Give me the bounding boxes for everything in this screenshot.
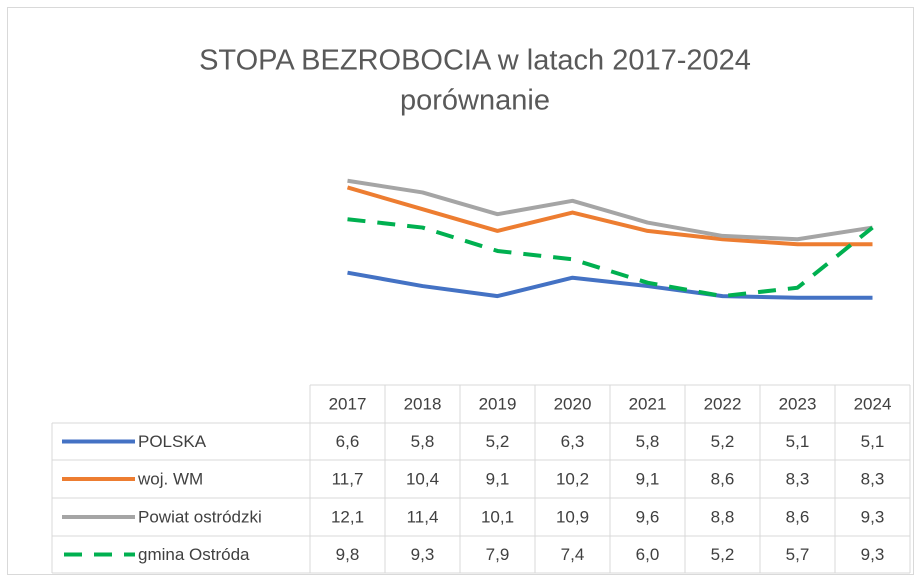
table-cell: 5,8 [411, 432, 435, 451]
table-cell: 8,8 [711, 507, 735, 526]
chart-title: STOPA BEZROBOCIA w latach 2017-2024 [199, 45, 751, 77]
series-line [346, 185, 873, 247]
table-cell: 5,8 [636, 432, 660, 451]
table-cell: 8,3 [786, 469, 810, 488]
table-cell: 11,7 [332, 469, 364, 488]
x-tick-label: 2021 [629, 394, 667, 413]
table-cell: 9,3 [861, 507, 885, 526]
table-cell: 7,4 [561, 545, 585, 564]
table-cell: 12,1 [331, 507, 364, 526]
x-tick-label: 2019 [479, 394, 517, 413]
table-cell: 5,2 [711, 545, 735, 564]
table-cell: 9,1 [486, 469, 510, 488]
table-cell: 6,0 [636, 545, 660, 564]
legend-label: gmina Ostróda [138, 545, 250, 564]
legend-label: POLSKA [138, 432, 207, 451]
series-line [347, 270, 873, 300]
x-tick-label: 2024 [854, 394, 892, 413]
table-cell: 8,6 [711, 469, 735, 488]
series-line [347, 178, 873, 242]
table-cell: 5,2 [486, 432, 510, 451]
table-cell: 5,1 [786, 432, 810, 451]
table-cell: 8,6 [786, 507, 810, 526]
x-tick-label: 2023 [779, 394, 817, 413]
table-cell: 6,3 [561, 432, 585, 451]
legend-label: Powiat ostródzki [138, 507, 262, 526]
table-cell: 6,6 [336, 432, 360, 451]
table-cell: 5,7 [786, 545, 810, 564]
table-cell: 10,1 [481, 507, 514, 526]
table-cell: 5,2 [711, 432, 735, 451]
table-cell: 10,9 [556, 507, 589, 526]
x-tick-label: 2020 [554, 394, 592, 413]
legend-label: woj. WM [137, 469, 203, 488]
chart-subtitle: porównanie [400, 85, 550, 117]
table-cell: 9,3 [411, 545, 435, 564]
table-cell: 5,1 [861, 432, 885, 451]
table-cell: 9,6 [636, 507, 660, 526]
table-cell: 8,3 [861, 469, 885, 488]
table-cell: 7,9 [486, 545, 510, 564]
table-cell: 9,8 [336, 545, 360, 564]
table-cell: 11,4 [407, 507, 439, 526]
table-cell: 10,4 [406, 469, 439, 488]
table-cell: 10,2 [556, 469, 589, 488]
table-cell: 9,1 [636, 469, 660, 488]
table-cell: 9,3 [861, 545, 885, 564]
x-tick-label: 2022 [704, 394, 742, 413]
x-tick-label: 2018 [404, 394, 442, 413]
x-tick-label: 2017 [329, 394, 367, 413]
